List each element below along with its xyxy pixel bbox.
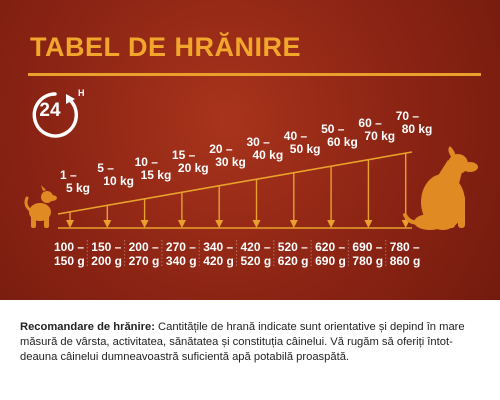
portion-range-bottom: 200 g [91,254,122,268]
recommendation-text: Recomandare de hrănire: Cantitățile de h… [20,320,480,365]
weight-range-top: 15 – [171,148,196,163]
weight-range-label: 40 –50 kg [283,128,321,156]
weight-range-bottom: 30 kg [215,154,246,169]
weight-range-label: 5 –10 kg [97,162,134,188]
badge-number: 24 [39,100,61,121]
weight-range-top: 10 – [134,154,158,169]
portion-range-label: 100 –150 g [54,240,85,268]
badge-unit: H [78,88,85,98]
recommendation-body: Cantitățile de hrană indicate sunt orien… [20,321,465,363]
recommendation-label: Recomandare de hrănire: [20,321,155,333]
weight-range-label: 20 –30 kg [209,141,246,169]
arrow-head [103,220,112,228]
weight-range-bottom: 70 kg [364,128,396,143]
chart-canvas: 24 H [24,88,478,268]
large-dog-icon [403,146,478,230]
portion-range-top: 100 – [54,240,85,254]
portion-range-top: 150 – [91,240,122,254]
portion-range-top: 270 – [165,240,196,254]
portion-range-bottom: 860 g [389,254,421,268]
ramp-line [57,151,413,215]
portion-range-label: 270 –340 g [166,240,197,268]
weight-range-label: 1 –5 kg [60,167,91,195]
portion-range-label: 420 –520 g [241,240,272,268]
weight-range-bottom: 50 kg [289,141,321,156]
weight-range-top: 40 – [283,128,308,143]
portion-range-label: 620 –690 g [315,240,346,268]
weight-range-bottom: 60 kg [327,135,358,150]
portion-range-label: 200 –270 g [129,240,160,268]
weight-range-label: 30 –40 kg [247,136,284,162]
portion-range-label: 780 –860 g [390,240,421,268]
small-dog-icon [24,185,57,228]
portion-range-bottom: 270 g [128,254,160,268]
portion-range-label: 520 –620 g [278,240,309,268]
weight-range-bottom: 20 kg [177,161,209,176]
arrow-head [177,220,186,228]
weight-range-top: 20 – [209,141,233,156]
portion-range-top: 420 – [240,240,271,254]
weight-range-top: 70 – [395,109,420,124]
weight-range-top: 5 – [97,161,114,176]
arrow-head [327,220,336,228]
arrow-head [66,220,74,228]
page-title: TABEL DE HRĂNIRE [30,32,302,62]
weight-range-label: 10 –15 kg [134,154,172,182]
portion-range-bottom: 780 g [352,254,384,268]
portion-range-top: 690 – [352,240,383,254]
weight-range-top: 30 – [246,135,270,150]
portion-range-bottom: 620 g [277,254,309,268]
portion-range-bottom: 150 g [54,254,85,268]
portion-range-bottom: 340 g [165,254,197,268]
portion-range-label: 690 –780 g [352,240,383,268]
portion-range-top: 620 – [315,240,346,254]
portion-range-label: 150 –200 g [91,240,122,268]
weight-range-label: 50 –60 kg [321,123,358,149]
arrow-head [215,220,224,228]
weight-range-top: 1 – [60,167,77,182]
weight-range-bottom: 15 kg [140,167,172,182]
arrow-head [364,220,373,228]
weight-range-label: 15 –20 kg [172,149,209,175]
weight-range-top: 50 – [321,122,345,137]
portion-range-top: 200 – [128,240,159,254]
arrow-group [66,153,410,228]
weight-range-bottom: 10 kg [103,174,134,189]
weight-range-label: 70 –80 kg [396,110,433,136]
weight-range-top: 60 – [358,115,382,130]
weight-range-bottom: 80 kg [401,122,433,137]
weight-range-label: 60 –70 kg [358,115,396,143]
portion-range-top: 340 – [203,240,234,254]
arrow-head [140,220,149,228]
24h-clock-icon: 24 H [32,88,85,138]
divider-group [86,240,387,268]
arrow-head [401,220,410,228]
portion-range-bottom: 420 g [203,254,234,268]
weight-range-bottom: 40 kg [252,148,284,163]
portion-range-top: 520 – [277,240,308,254]
title-underline [28,73,481,76]
portion-range-bottom: 690 g [315,254,346,268]
portion-range-label: 340 –420 g [203,240,234,268]
portion-range-top: 780 – [389,240,420,254]
recommendation-box: Recomandare de hrănire: Cantitățile de h… [0,300,500,400]
arrow-head [289,220,298,228]
arrow-head [252,220,261,228]
portion-range-bottom: 520 g [240,254,272,268]
weight-range-bottom: 5 kg [66,180,91,195]
